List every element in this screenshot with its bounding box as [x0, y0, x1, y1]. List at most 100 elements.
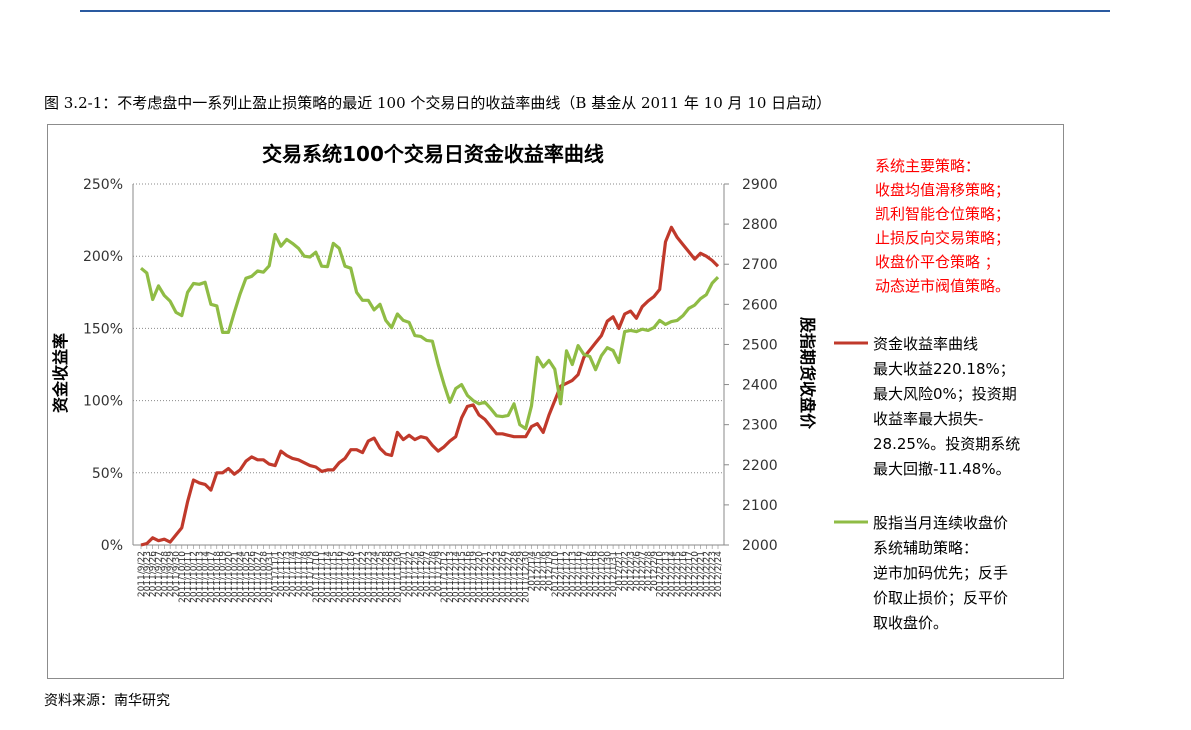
x-tick-label: 2011/12/30	[522, 551, 532, 603]
annotations: 系统主要策略： 收盘均值滑移策略； 凯利智能仓位策略； 止损反向交易策略； 收盘价平仓策…	[834, 157, 1020, 632]
right-tick-label: 2600	[742, 297, 778, 313]
figure-caption: 图 3.2-1：不考虑盘中一系列止盈止损策略的最近 100 个交易日的收益率曲线…	[44, 94, 832, 112]
x-tick-label: 2012/1/12	[562, 551, 572, 597]
right-tick-label: 2300	[742, 418, 778, 434]
x-tick-label: 2012/2/3	[627, 551, 637, 591]
x-tick-label: 2011/12/1	[399, 551, 409, 597]
x-tick-label: 2012/1/20	[597, 551, 607, 597]
x-tick-label: 2011/12/15	[458, 551, 468, 603]
right-tick-label: 2100	[742, 498, 778, 514]
x-tick-label: 2011/10/17	[207, 551, 217, 603]
returns-legend-line: 最大风险0%；投资期	[873, 385, 1017, 403]
x-tick-label: 2011/11/8	[300, 551, 310, 597]
x-tick-label: 2011/10/14	[201, 551, 211, 603]
x-tick-label: 2011/10/24	[236, 551, 246, 603]
series-lines	[139, 225, 720, 547]
x-tick-label: 2012/2/23	[708, 551, 718, 597]
left-axis-title: 资金收益率	[51, 333, 70, 413]
x-tick-label: 2012/2/1	[615, 551, 625, 591]
chart-frame: 交易系统100个交易日资金收益率曲线 0% 50% 100% 150% 200% 250%…	[47, 124, 1064, 679]
x-tick-label: 2011/10/19	[219, 551, 229, 603]
returns-series-line	[140, 225, 720, 547]
returns-legend-line: 资金收益率曲线	[873, 335, 978, 353]
right-axis-title: 股指期货收盘价	[798, 317, 817, 430]
x-tick-label: 2012/1/11	[557, 551, 567, 597]
x-tick-label: 2012/1/13	[568, 551, 578, 597]
right-tick-label: 2800	[742, 217, 778, 233]
x-tick-label: 2011/12/7	[423, 551, 433, 597]
right-tick-label: 2700	[742, 257, 778, 273]
x-tick-label: 2012/2/17	[685, 551, 695, 597]
x-tick-label: 2012/2/7	[638, 551, 648, 591]
right-tick-label: 2400	[742, 378, 778, 394]
x-tick-label: 2011/11/18	[347, 551, 357, 603]
x-tick-label: 2011/11/7	[294, 551, 304, 597]
x-tick-label: 2011/11/15	[329, 551, 339, 603]
x-tick-label: 2011/12/12	[440, 551, 450, 603]
x-tick-label: 2011/10/25	[242, 551, 252, 603]
x-tick-label: 2011/10/20	[224, 551, 234, 603]
right-axis-ticks: 2000 2100 2200 2300 2400 2500 2600 2700 2800 2900	[724, 177, 778, 554]
strategy-annotation-line: 止损反向交易策略；	[875, 229, 1010, 247]
x-tick-label: 2012/1/9	[545, 551, 555, 592]
x-tick-label: 2011/10/28	[259, 551, 269, 603]
x-tick-label: 2011/12/29	[516, 551, 526, 603]
x-tick-label: 2011/12/28	[510, 551, 520, 603]
x-tick-label: 2011/9/28	[160, 551, 170, 597]
x-tick-label: 2012/1/31	[609, 551, 619, 597]
x-tick-label: 2012/2/10	[656, 551, 666, 597]
x-tick-label: 2012/2/21	[697, 551, 707, 597]
x-tick-label: 2011/11/29	[388, 551, 398, 603]
x-tick-label: 2011/12/19	[469, 551, 479, 603]
x-axis-ticks: 2011/9/222011/9/232011/9/262011/9/272011…	[137, 545, 724, 603]
right-tick-label: 2000	[742, 538, 778, 554]
left-tick-label: 150%	[83, 321, 123, 337]
x-tick-label: 2012/1/10	[551, 551, 561, 597]
strategy-annotation-line: 动态逆市阀值策略。	[875, 277, 1010, 295]
index-series-line	[139, 232, 720, 431]
x-tick-label: 2011/9/22	[137, 551, 147, 597]
x-tick-label: 2011/11/23	[364, 551, 374, 603]
x-tick-label: 2011/10/26	[248, 551, 258, 603]
x-tick-label: 2011/10/13	[195, 551, 205, 603]
x-tick-label: 2011/10/27	[254, 551, 264, 603]
x-tick-label: 2011/9/26	[149, 551, 159, 597]
header-rule	[80, 10, 1110, 12]
strategy-annotation-line: 收盘价平仓策略 ；	[875, 253, 1000, 271]
returns-legend-line: 收益率最大损失-	[873, 410, 983, 428]
strategy-annotation-line: 凯利智能仓位策略；	[875, 205, 1010, 223]
x-tick-label: 2011/11/3	[283, 551, 293, 597]
index-legend-line: 系统辅助策略：	[873, 539, 978, 557]
left-axis-ticks: 0% 50% 100% 150% 200% 250%	[83, 177, 123, 554]
x-tick-label: 2011/11/24	[370, 551, 380, 603]
x-tick-label: 2012/1/18	[586, 551, 596, 597]
x-tick-label: 2012/2/24	[714, 551, 724, 597]
x-tick-label: 2012/2/22	[702, 551, 712, 597]
returns-legend-line: 最大收益220.18%；	[873, 360, 1015, 378]
x-tick-label: 2011/12/9	[434, 551, 444, 597]
left-tick-label: 0%	[101, 538, 123, 554]
left-tick-label: 200%	[83, 249, 123, 265]
left-tick-label: 250%	[83, 177, 123, 193]
x-tick-label: 2011/11/2	[277, 551, 287, 597]
returns-legend-line: 最大回撤-11.48%。	[873, 460, 1011, 478]
left-tick-label: 100%	[83, 394, 123, 410]
x-tick-label: 2011/12/26	[498, 551, 508, 603]
x-tick-label: 2011/9/29	[166, 551, 176, 597]
x-tick-label: 2012/1/17	[580, 551, 590, 597]
x-tick-label: 2011/9/23	[143, 551, 153, 597]
x-tick-label: 2011/12/22	[487, 551, 497, 603]
x-tick-label: 2012/1/6	[539, 551, 549, 592]
x-tick-label: 2012/2/16	[679, 551, 689, 597]
x-tick-label: 2011/11/16	[335, 551, 345, 603]
x-tick-label: 2012/2/8	[644, 551, 654, 592]
x-tick-label: 2011/10/11	[184, 551, 194, 603]
index-legend-line: 股指当月连续收盘价	[873, 514, 1008, 532]
x-tick-label: 2011/12/27	[504, 551, 514, 603]
x-tick-label: 2011/12/14	[452, 551, 462, 603]
returns-legend-line: 28.25%。投资期系统	[873, 435, 1020, 453]
strategy-annotation-line: 收盘均值滑移策略；	[875, 181, 1010, 199]
x-tick-label: 2011/12/5	[411, 551, 421, 597]
x-tick-label: 2011/10/12	[189, 551, 199, 603]
x-tick-label: 2011/12/13	[446, 551, 456, 603]
